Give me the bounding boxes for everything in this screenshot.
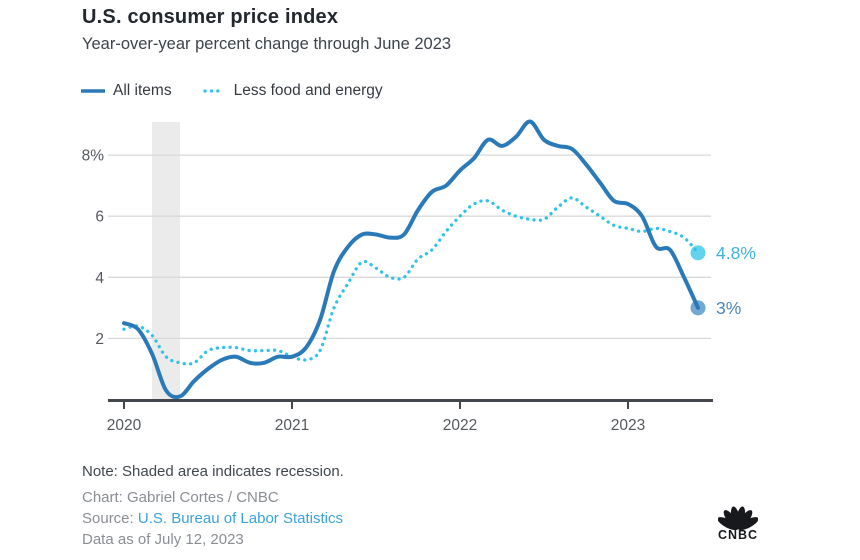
svg-text:6: 6 bbox=[95, 209, 104, 226]
cpi-line-chart: 2 4 6 8% 2020 2021 2022 2023 4.8% 3% bbox=[82, 119, 756, 434]
svg-text:2021: 2021 bbox=[275, 417, 309, 434]
chart-note: Note: Shaded area indicates recession. bbox=[82, 463, 344, 480]
peacock-icon bbox=[711, 504, 765, 530]
svg-text:8%: 8% bbox=[82, 148, 105, 165]
legend-label-all-items: All items bbox=[113, 82, 172, 99]
legend-label-less-food-energy: Less food and energy bbox=[233, 82, 383, 99]
page-subtitle: Year-over-year percent change through Ju… bbox=[82, 35, 452, 53]
page-title: U.S. consumer price index bbox=[82, 6, 339, 28]
svg-text:2020: 2020 bbox=[107, 417, 142, 434]
all-items-end-value-label: 3% bbox=[716, 298, 741, 318]
chart-legend: All items Less food and energy bbox=[81, 82, 383, 100]
legend-item-less-food-energy: Less food and energy bbox=[202, 82, 383, 100]
solid-line-swatch-icon bbox=[81, 84, 105, 98]
dotted-line-swatch-icon bbox=[202, 84, 226, 98]
svg-text:2023: 2023 bbox=[611, 417, 645, 434]
svg-text:4: 4 bbox=[95, 270, 104, 287]
source-label: Source: bbox=[82, 510, 138, 527]
legend-item-all-items: All items bbox=[81, 82, 172, 100]
chart-credit: Chart: Gabriel Cortes / CNBC bbox=[82, 489, 279, 506]
cnbc-logo: CNBC bbox=[711, 504, 765, 542]
source-link[interactable]: U.S. Bureau of Labor Statistics bbox=[137, 510, 343, 527]
core-end-value-label: 4.8% bbox=[716, 243, 756, 263]
cnbc-wordmark: CNBC bbox=[717, 528, 759, 542]
chart-footer: Note: Shaded area indicates recession. C… bbox=[82, 463, 344, 550]
svg-text:2: 2 bbox=[95, 331, 104, 348]
data-as-of: Data as of July 12, 2023 bbox=[82, 531, 244, 548]
svg-text:2022: 2022 bbox=[443, 417, 477, 434]
chart-source: Source: U.S. Bureau of Labor Statistics bbox=[82, 508, 344, 529]
